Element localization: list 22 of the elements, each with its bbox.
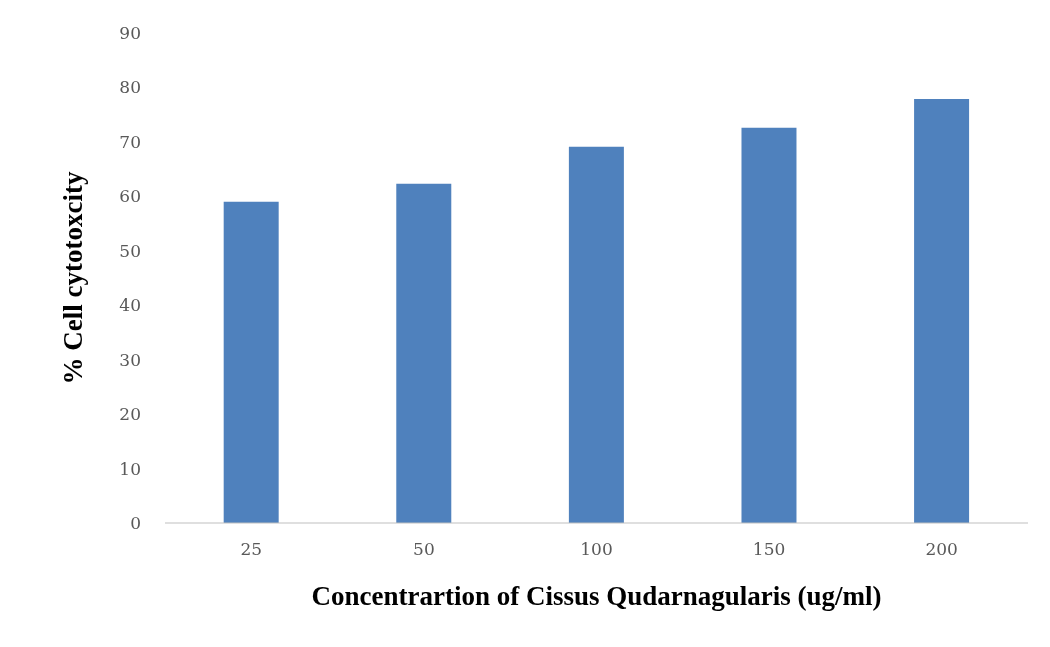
y-tick-label: 80	[119, 77, 141, 98]
bar	[741, 127, 797, 523]
y-axis-title: % Cell cytotoxcity	[57, 171, 88, 385]
bar	[223, 201, 279, 523]
y-tick-label: 20	[119, 404, 141, 425]
x-tick-label: 100	[580, 539, 613, 560]
y-tick-label: 40	[119, 295, 141, 316]
y-tick-label: 90	[119, 23, 141, 44]
y-tick-label: 60	[119, 186, 141, 207]
bar	[396, 183, 452, 523]
y-tick-label: 50	[119, 240, 141, 261]
y-tick-label: 70	[119, 131, 141, 152]
y-tick-label: 0	[130, 513, 141, 534]
bar	[914, 98, 970, 523]
x-tick-label: 50	[413, 539, 435, 560]
bar	[568, 146, 624, 523]
x-axis-title: Concentrartion of Cissus Qudarnagularis (ug/ml)	[311, 581, 882, 611]
y-tick-label: 10	[119, 458, 141, 479]
y-tick-label: 30	[119, 349, 141, 370]
x-tick-label: 200	[925, 539, 958, 560]
x-tick-label: 25	[240, 539, 263, 560]
x-tick-label: 150	[752, 539, 786, 560]
